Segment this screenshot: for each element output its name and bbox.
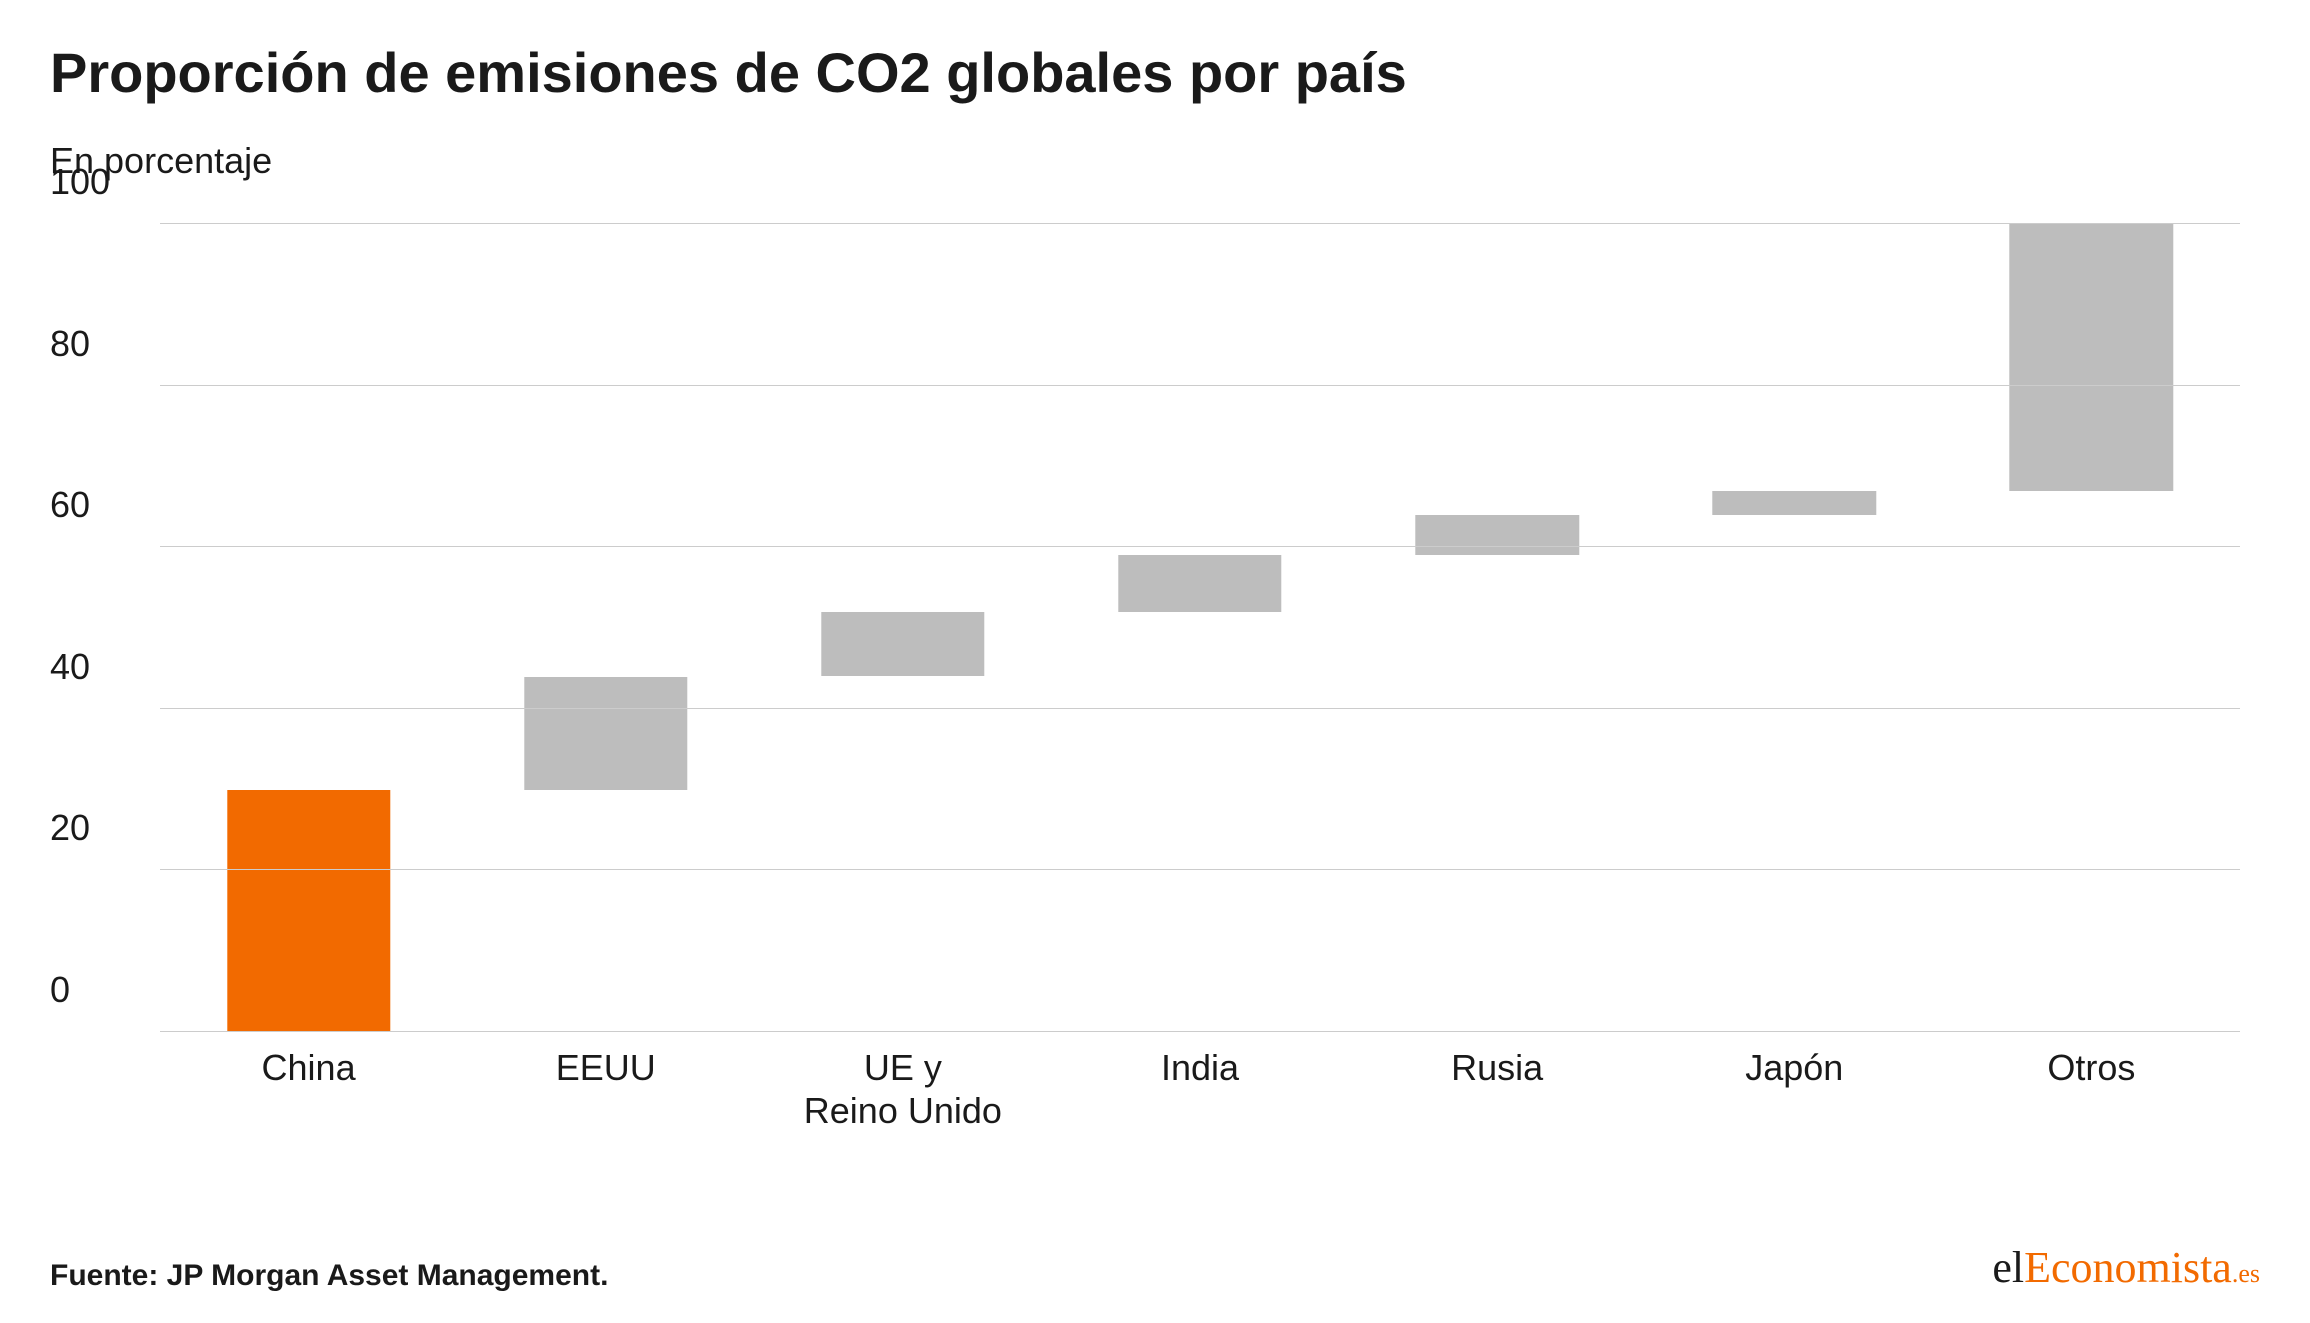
x-tick-label: UE y Reino Unido [754, 1046, 1051, 1132]
bars-group [160, 224, 2240, 1032]
bar [2010, 224, 2173, 491]
chart-container: Proporción de emisiones de CO2 globales … [0, 0, 2310, 1323]
bar [1415, 515, 1578, 555]
bar [1713, 491, 1876, 515]
bar [227, 790, 390, 1032]
x-tick-label: China [160, 1046, 457, 1132]
y-tick-label: 100 [50, 161, 140, 203]
x-axis-labels: ChinaEEUUUE y Reino UnidoIndiaRusiaJapón… [160, 1046, 2240, 1132]
x-tick-label: Rusia [1349, 1046, 1646, 1132]
brand-part-eco: Economista [2024, 1243, 2232, 1292]
bar-column [1943, 224, 2240, 1032]
brand-logo: elEconomista.es [1992, 1242, 2260, 1293]
brand-part-el: el [1992, 1243, 2024, 1292]
chart-area: 020406080100 ChinaEEUUUE y Reino UnidoIn… [50, 192, 2260, 1132]
gridline [160, 385, 2240, 386]
x-tick-label: Japón [1646, 1046, 1943, 1132]
bar-column [754, 224, 1051, 1032]
bar-column [1051, 224, 1348, 1032]
source-text: Fuente: JP Morgan Asset Management. [50, 1259, 608, 1293]
bar-column [1646, 224, 1943, 1032]
bar [524, 677, 687, 790]
y-tick-label: 80 [50, 323, 140, 365]
bar [821, 612, 984, 677]
bar-column [457, 224, 754, 1032]
y-tick-label: 0 [50, 969, 140, 1011]
x-tick-label: Otros [1943, 1046, 2240, 1132]
gridline [160, 708, 2240, 709]
chart-title: Proporción de emisiones de CO2 globales … [50, 40, 2260, 105]
x-tick-label: EEUU [457, 1046, 754, 1132]
y-tick-label: 40 [50, 646, 140, 688]
brand-part-es: .es [2232, 1259, 2260, 1288]
bar-column [1349, 224, 1646, 1032]
gridline [160, 546, 2240, 547]
gridline [160, 869, 2240, 870]
y-tick-label: 20 [50, 807, 140, 849]
gridline [160, 1031, 2240, 1032]
chart-footer: Fuente: JP Morgan Asset Management. elEc… [50, 1242, 2260, 1293]
bar-column [160, 224, 457, 1032]
x-tick-label: India [1051, 1046, 1348, 1132]
plot-area: 020406080100 [160, 224, 2240, 1032]
bar [1118, 555, 1281, 612]
chart-subtitle: En porcentaje [50, 140, 2260, 182]
gridline [160, 223, 2240, 224]
y-tick-label: 60 [50, 484, 140, 526]
